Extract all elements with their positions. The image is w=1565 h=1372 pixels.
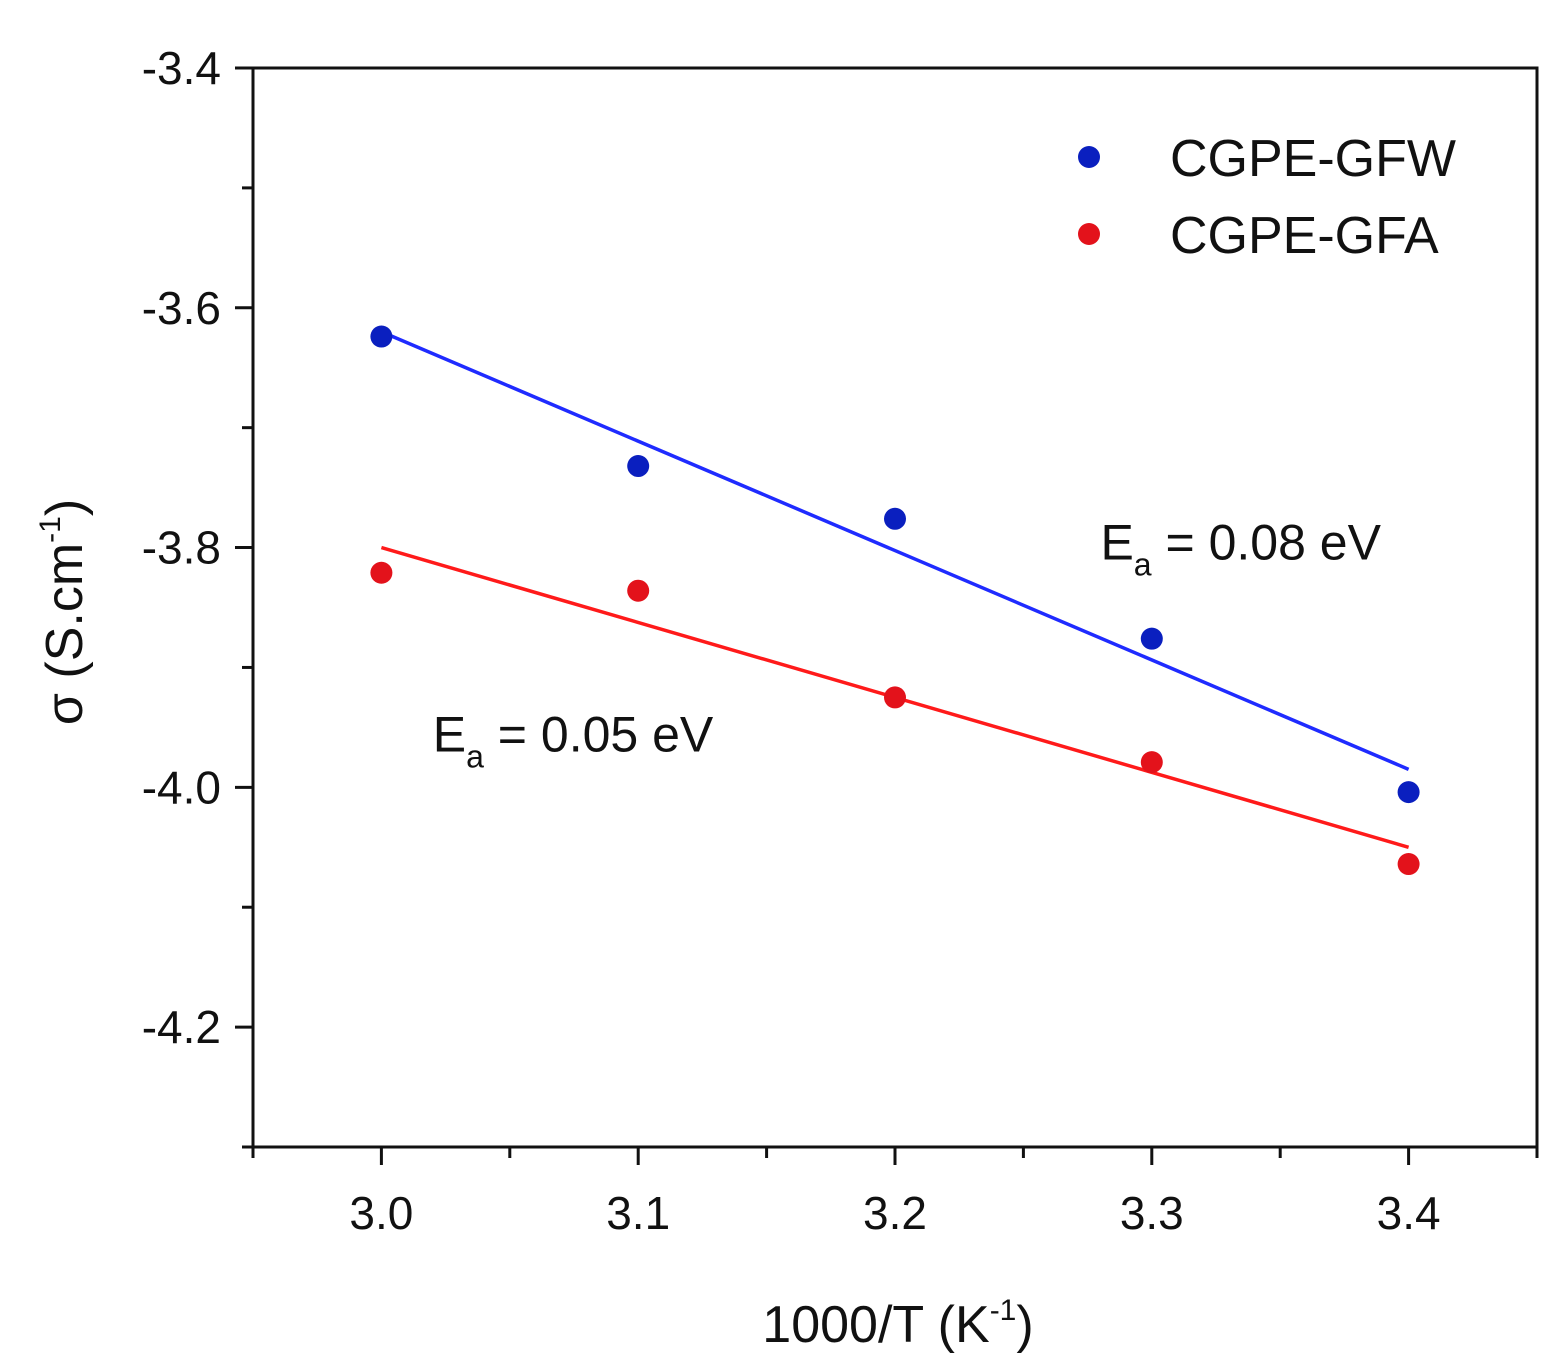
- data-point-cgpe-gfa: [1140, 751, 1163, 774]
- axis-ticks: [235, 66, 1539, 1165]
- data-point-cgpe-gfw: [884, 507, 906, 530]
- x-tick-label: 3.4: [1377, 1187, 1441, 1239]
- data-points: [370, 325, 1420, 876]
- legend-label-cgpe-gfa: CGPE-GFA: [1170, 207, 1439, 265]
- fit-line-cgpe-gfw: [380, 330, 1410, 771]
- tick-labels: 3.0 3.1 3.2 3.3 3.4 -3.4 -3.6 -3.8 -4.0 -4.2: [142, 42, 1441, 1239]
- legend: CGPE-GFW CGPE-GFA: [1078, 130, 1456, 265]
- data-point-cgpe-gfa: [884, 686, 906, 709]
- x-tick-label: 3.3: [1120, 1187, 1184, 1239]
- legend-marker-cgpe-gfa: [1078, 223, 1100, 245]
- data-point-cgpe-gfa: [1397, 853, 1420, 876]
- legend-marker-cgpe-gfw: [1078, 146, 1100, 168]
- x-axis-label: 1000/T (K-1): [762, 1294, 1033, 1354]
- x-tick-label: 3.1: [606, 1187, 670, 1239]
- y-axis-label: σ (S.cm-1): [34, 499, 94, 725]
- y-tick-label: -4.0: [142, 761, 221, 813]
- activation-energy-label-cgpe-gfa: Ea = 0.05 eV: [433, 706, 714, 774]
- data-point-cgpe-gfw: [370, 325, 393, 348]
- fit-lines: [380, 330, 1410, 849]
- activation-energy-label-cgpe-gfw: Ea = 0.08 eV: [1100, 515, 1381, 583]
- y-tick-label: -3.6: [142, 282, 221, 334]
- data-point-cgpe-gfw: [627, 455, 650, 478]
- x-tick-label: 3.0: [349, 1187, 413, 1239]
- y-tick-label: -3.8: [142, 522, 221, 574]
- legend-label-cgpe-gfw: CGPE-GFW: [1170, 130, 1456, 188]
- data-point-cgpe-gfa: [370, 561, 393, 584]
- y-tick-label: -3.4: [142, 42, 221, 94]
- data-point-cgpe-gfw: [1397, 781, 1420, 804]
- y-tick-label: -4.2: [142, 1001, 221, 1053]
- annotations: Ea = 0.08 eV Ea = 0.05 eV: [433, 515, 1382, 775]
- data-point-cgpe-gfw: [1140, 627, 1163, 650]
- data-point-cgpe-gfa: [627, 579, 650, 602]
- x-tick-label: 3.2: [863, 1187, 927, 1239]
